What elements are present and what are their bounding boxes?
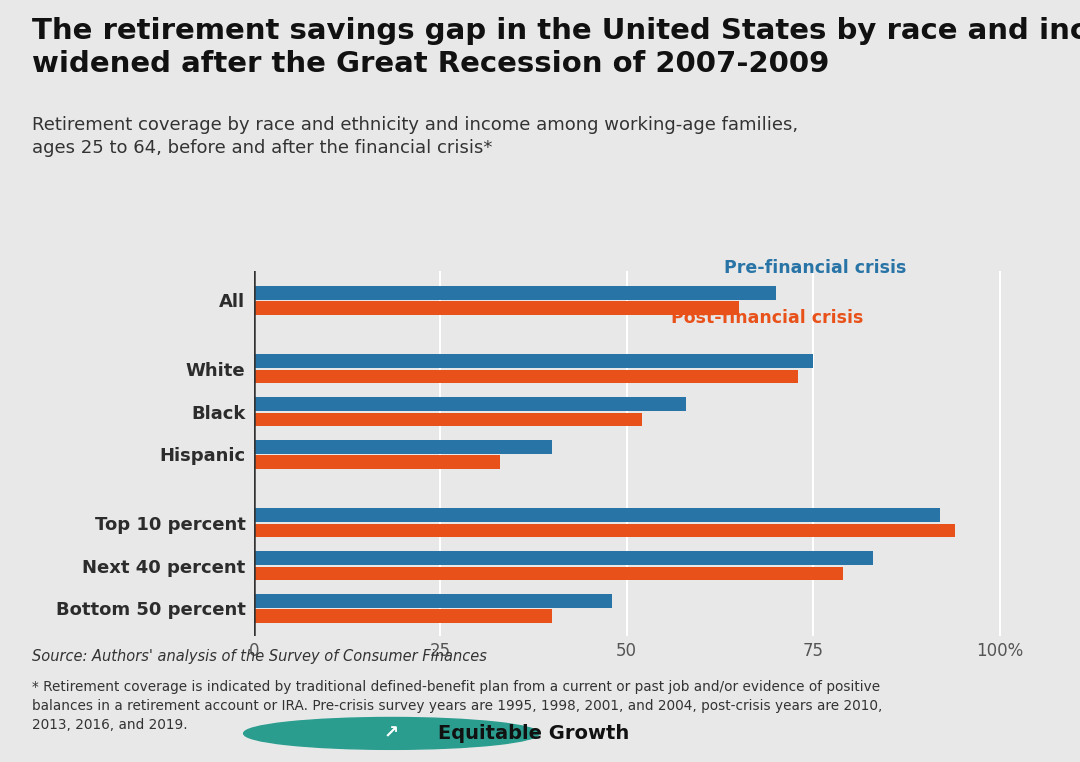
Bar [254,397,686,411]
Bar [254,456,500,469]
Bar [254,286,775,299]
Text: The retirement savings gap in the United States by race and income
widened after: The retirement savings gap in the United… [32,17,1080,78]
Bar [254,566,842,580]
Bar [254,551,873,565]
Text: Post-financial crisis: Post-financial crisis [672,309,864,327]
Bar [254,508,940,522]
Text: ↗: ↗ [383,725,399,742]
Text: Source: Authors' analysis of the Survey of Consumer Finances: Source: Authors' analysis of the Survey … [32,649,487,664]
Bar [254,594,611,607]
Bar [254,523,955,537]
Circle shape [244,718,539,749]
Bar [254,354,813,368]
Text: Equitable Growth: Equitable Growth [438,724,630,743]
Bar [254,370,798,383]
Bar [254,610,552,623]
Bar [254,412,642,426]
Bar [254,301,739,315]
Bar [254,440,552,453]
Text: Retirement coverage by race and ethnicity and income among working-age families,: Retirement coverage by race and ethnicit… [32,116,798,158]
Text: Pre-financial crisis: Pre-financial crisis [724,259,906,277]
Text: * Retirement coverage is indicated by traditional defined-benefit plan from a cu: * Retirement coverage is indicated by tr… [32,680,882,732]
